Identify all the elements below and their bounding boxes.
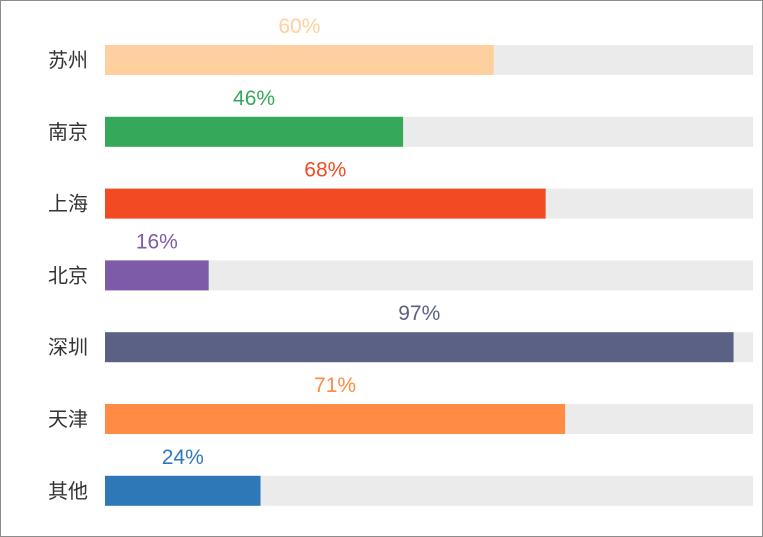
chart-rows: 苏州 60% 南京 46% 上海 68% 北京 16% 深圳 97% 天津 71% 其他 24%	[48, 15, 753, 506]
category-label: 上海	[48, 192, 88, 216]
category-label: 北京	[48, 263, 88, 287]
category-label: 苏州	[48, 48, 88, 72]
bar-fill	[105, 45, 494, 75]
bar-fill	[105, 116, 404, 147]
category-label: 深圳	[48, 335, 88, 359]
bar-fill	[105, 260, 209, 291]
bar-row: 上海 68%	[48, 159, 753, 219]
bar-fill	[105, 332, 734, 363]
bar-fill	[105, 404, 566, 434]
value-label: 97%	[398, 302, 440, 325]
value-label: 24%	[162, 446, 204, 469]
category-label: 天津	[48, 407, 88, 431]
value-label: 60%	[278, 15, 320, 38]
bar-fill	[105, 475, 261, 506]
value-label: 71%	[314, 374, 356, 397]
bar-row: 天津 71%	[48, 374, 753, 434]
value-label: 16%	[136, 230, 178, 253]
category-label: 南京	[48, 120, 88, 144]
bar-row: 深圳 97%	[48, 302, 753, 363]
bar-row: 苏州 60%	[48, 15, 753, 75]
bar-row: 其他 24%	[48, 446, 753, 506]
value-label: 68%	[304, 159, 346, 182]
bar-row: 南京 46%	[48, 87, 753, 147]
value-label: 46%	[233, 87, 275, 110]
bar-fill	[105, 188, 546, 219]
bar-row: 北京 16%	[48, 230, 753, 291]
category-label: 其他	[48, 479, 88, 503]
bar-track	[105, 260, 753, 291]
